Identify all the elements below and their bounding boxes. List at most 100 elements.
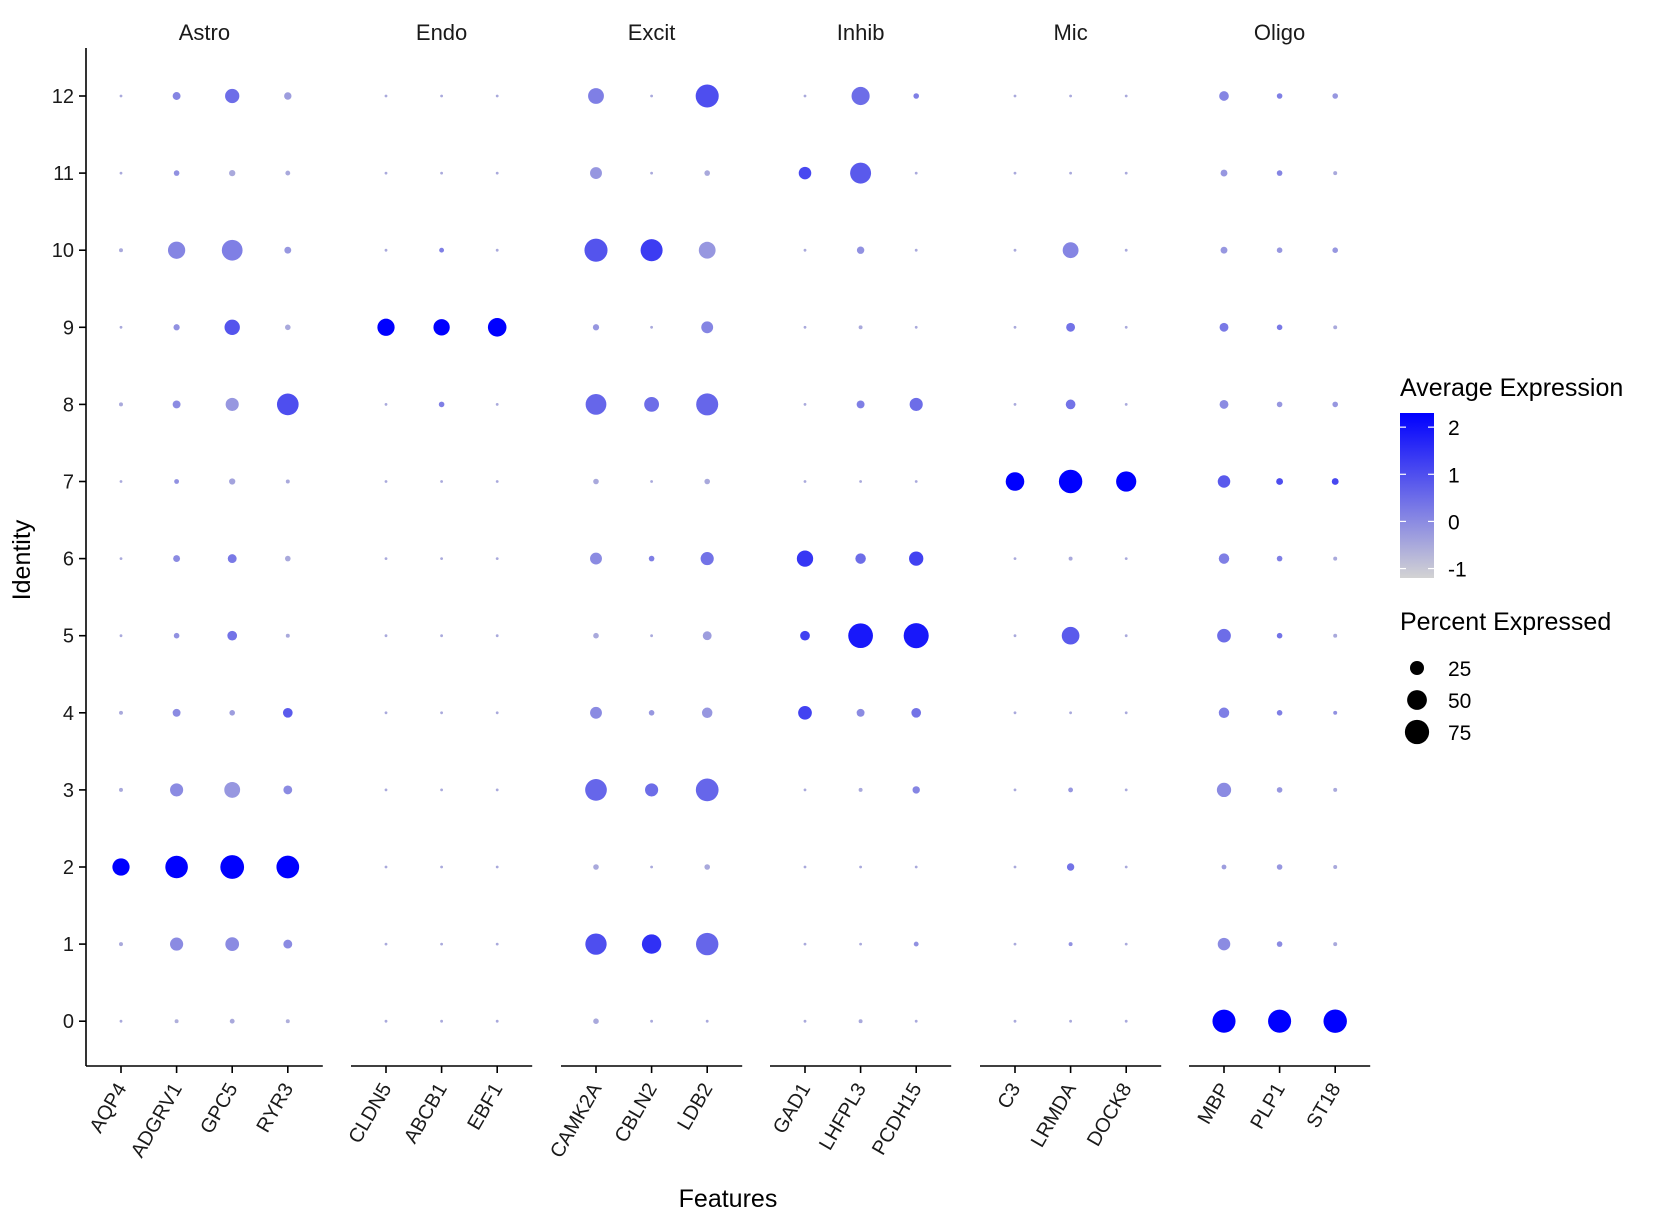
dot — [1331, 478, 1339, 485]
dot — [1218, 707, 1230, 719]
dot — [1069, 94, 1072, 98]
dot — [112, 858, 130, 876]
dot — [1276, 401, 1283, 408]
dot — [914, 248, 918, 252]
dot — [1276, 941, 1283, 947]
dot — [650, 325, 653, 329]
dot — [1276, 324, 1283, 331]
dot — [1332, 93, 1338, 99]
dot — [276, 393, 299, 416]
dot — [590, 167, 602, 180]
dot — [173, 555, 181, 563]
dot — [495, 865, 499, 869]
dot — [487, 318, 507, 337]
dot — [909, 551, 924, 566]
y-tick-label: 8 — [63, 394, 74, 416]
dot — [1276, 710, 1283, 716]
dot — [1066, 322, 1076, 332]
dot — [384, 480, 388, 483]
dot — [913, 93, 919, 99]
dot — [648, 710, 655, 716]
dot — [650, 171, 653, 175]
x-tick-label: DOCK8 — [1083, 1080, 1137, 1151]
size-legend-dot — [1404, 719, 1430, 745]
dot — [1276, 555, 1283, 562]
dot — [593, 632, 599, 639]
x-tick-label: EBF1 — [463, 1080, 507, 1134]
dot — [803, 1019, 807, 1023]
dot — [283, 785, 293, 795]
dot — [495, 634, 499, 638]
dot — [803, 942, 807, 946]
panel-endo: Endo CLDN5 ABCB1 EBF1 — [344, 20, 533, 1148]
dot — [702, 631, 712, 641]
dot — [172, 92, 181, 100]
size-legend-dot — [1410, 661, 1424, 675]
dot — [282, 707, 293, 718]
dot — [1218, 553, 1230, 564]
x-tick-label: LRMDA — [1027, 1079, 1081, 1151]
dot — [705, 1019, 709, 1023]
size-legend-title: Percent Expressed — [1400, 608, 1611, 636]
dot — [911, 707, 922, 718]
x-tick-label: C3 — [993, 1080, 1025, 1113]
dot — [495, 788, 499, 792]
dot — [590, 552, 602, 565]
dot — [1065, 399, 1076, 410]
dot — [593, 1018, 599, 1024]
dot — [1069, 171, 1072, 175]
dot — [1124, 865, 1128, 869]
dot — [1124, 711, 1128, 715]
dot — [170, 937, 184, 951]
dot — [119, 557, 123, 560]
dot — [913, 941, 919, 947]
dot — [384, 248, 388, 252]
dot — [440, 788, 443, 792]
dot — [1124, 325, 1128, 329]
dot — [119, 710, 123, 715]
x-tick-label: ABCB1 — [400, 1080, 452, 1148]
y-tick-label: 11 — [53, 163, 74, 185]
dot — [1276, 632, 1283, 639]
panel-mic: Mic C3 LRMDA DOCK8 — [980, 20, 1162, 1151]
dot — [650, 94, 653, 98]
dot — [590, 706, 602, 719]
dot — [438, 401, 445, 408]
dot — [914, 1019, 918, 1023]
dot — [1276, 478, 1284, 485]
dot — [1124, 634, 1128, 638]
dot — [1323, 1009, 1347, 1033]
x-tick-label: CAMK2A — [546, 1079, 607, 1162]
dot — [698, 241, 716, 259]
dot — [1217, 628, 1231, 643]
dot — [912, 786, 920, 794]
dot — [440, 94, 443, 98]
dot — [384, 403, 388, 406]
panel-title: Endo — [416, 20, 467, 45]
dot — [1124, 557, 1128, 560]
dot — [170, 783, 184, 797]
y-tick-label: 0 — [63, 1011, 74, 1033]
y-tick-label: 1 — [63, 934, 74, 956]
dot — [704, 478, 710, 485]
dot — [495, 480, 499, 483]
dot — [798, 705, 812, 720]
dot — [1013, 1019, 1017, 1023]
dot — [903, 623, 929, 649]
dot — [440, 557, 443, 560]
dot — [119, 402, 123, 407]
dot — [495, 403, 499, 406]
dot — [1013, 171, 1017, 175]
dot — [700, 552, 714, 566]
dot — [650, 634, 653, 638]
y-tick-label: 2 — [63, 857, 74, 879]
dot — [1333, 171, 1338, 176]
x-tick-label: GPC5 — [196, 1080, 242, 1138]
dot — [803, 248, 807, 252]
dot — [225, 88, 240, 104]
dot — [1062, 242, 1079, 259]
dot — [593, 478, 599, 485]
